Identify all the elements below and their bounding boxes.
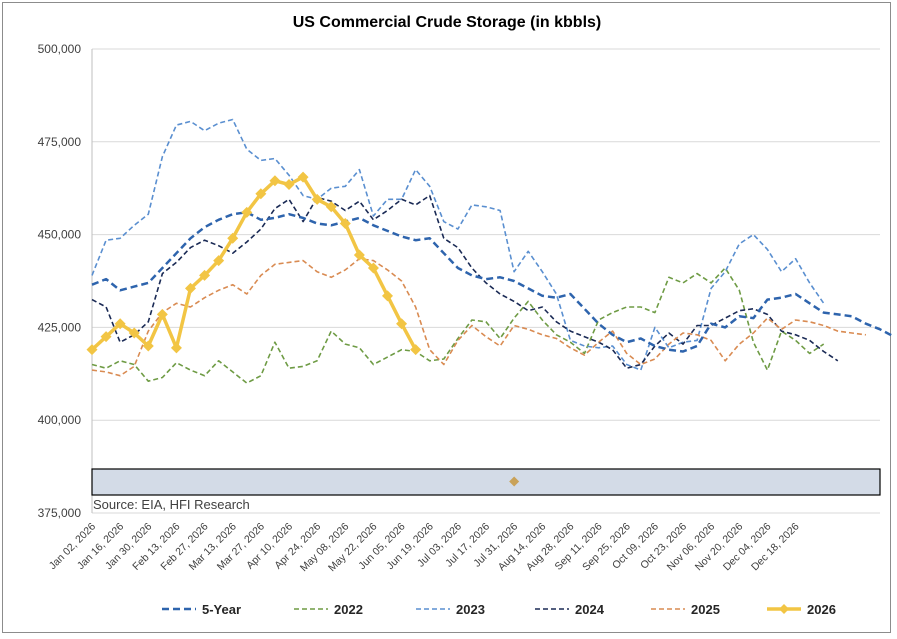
y-tick-label: 425,000: [38, 320, 82, 334]
point-2026: [227, 232, 239, 244]
point-2026: [367, 262, 379, 274]
legend-label: 2025: [691, 602, 720, 617]
series-lines: [90, 118, 895, 384]
point-2026: [353, 249, 365, 261]
legend-label: 2022: [334, 602, 363, 617]
y-axis-ticks: 375,000 400,000 425,000 450,000 475,000 500,0…: [38, 42, 82, 520]
source-band: [91, 468, 881, 496]
series-markers: [86, 171, 520, 487]
point-2026: [100, 331, 112, 343]
point-2026: [128, 327, 140, 339]
series-line-2022: [91, 267, 825, 384]
y-tick-label: 500,000: [38, 42, 82, 56]
y-tick-label: 450,000: [38, 228, 82, 242]
series-line-2025: [91, 257, 867, 377]
chart-title: US Commercial Crude Storage (in kbbls): [293, 14, 602, 31]
point-2026: [311, 193, 323, 205]
point-2026: [199, 269, 211, 281]
series-line-2026: [90, 175, 418, 351]
point-2026: [185, 282, 196, 294]
point-2026: [410, 344, 422, 356]
point-2026: [114, 318, 126, 330]
legend-swatch-marker: [779, 604, 789, 614]
point-2026: [269, 175, 281, 187]
point-2026: [86, 344, 98, 356]
source-note: Source: EIA, HFI Research: [93, 497, 250, 512]
series-line-5-Year: [91, 211, 895, 353]
point-2026: [339, 217, 351, 229]
point-2026: [241, 206, 253, 218]
y-tick-label: 400,000: [38, 413, 82, 427]
point-2026: [325, 201, 337, 213]
point-2026: [170, 342, 182, 354]
legend: 5-Year 2022 2023 2024 2025 2026: [162, 602, 836, 617]
series-line-2023: [91, 118, 825, 371]
point-2026: [213, 255, 225, 267]
point-2026: [142, 340, 154, 352]
legend-label: 2023: [456, 602, 485, 617]
point-2026: [382, 290, 393, 302]
gridlines: [92, 48, 880, 514]
legend-label: 2024: [575, 602, 605, 617]
y-tick-label: 375,000: [38, 506, 82, 520]
legend-label: 5-Year: [202, 602, 241, 617]
point-2026: [396, 318, 408, 330]
legend-label: 2026: [807, 602, 836, 617]
y-tick-label: 475,000: [38, 135, 82, 149]
series-line-2024: [91, 194, 839, 370]
crude-storage-chart: US Commercial Crude Storage (in kbbls) 3…: [38, 14, 895, 617]
point-2026: [156, 308, 168, 320]
band-marker: [509, 476, 520, 487]
point-2026: [283, 178, 295, 190]
point-2026: [255, 188, 267, 200]
point-2026: [297, 171, 309, 183]
